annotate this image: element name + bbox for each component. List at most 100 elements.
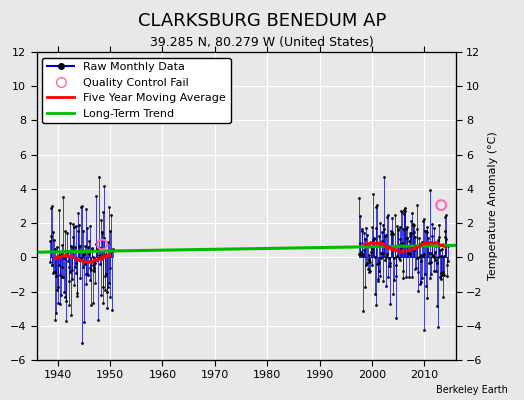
Point <box>89 300 97 306</box>
Point <box>426 186 434 193</box>
Point <box>80 251 88 258</box>
Point <box>68 244 76 250</box>
Point <box>439 269 447 276</box>
Point <box>429 268 438 274</box>
Point <box>49 229 57 236</box>
Point <box>416 240 424 247</box>
Point <box>423 229 431 236</box>
Point <box>407 218 416 224</box>
Point <box>107 306 116 313</box>
Point <box>403 224 411 231</box>
Point <box>365 252 373 258</box>
Point <box>429 253 437 260</box>
Point <box>444 258 452 264</box>
Point <box>93 246 101 252</box>
Point <box>82 280 91 287</box>
Point <box>424 250 433 256</box>
Point <box>57 242 66 248</box>
Point <box>378 250 387 256</box>
Point <box>355 194 364 201</box>
Point <box>68 276 77 282</box>
Point <box>359 230 368 236</box>
Point <box>55 252 63 258</box>
Point <box>422 295 431 301</box>
Point <box>380 226 388 233</box>
Point <box>86 265 94 271</box>
Point <box>434 222 443 228</box>
Point <box>70 264 79 270</box>
Point <box>437 202 445 208</box>
Point <box>419 218 427 224</box>
Point <box>396 236 404 242</box>
Point <box>94 252 103 258</box>
Point <box>406 251 414 257</box>
Point <box>93 256 102 263</box>
Point <box>373 202 381 208</box>
Point <box>57 250 65 257</box>
Point <box>416 251 424 258</box>
Point <box>429 252 438 258</box>
Point <box>358 308 367 314</box>
Point <box>107 212 115 218</box>
Point <box>374 233 383 240</box>
Point <box>421 271 430 278</box>
Point <box>384 274 392 280</box>
Point <box>78 339 86 346</box>
Point <box>379 174 388 180</box>
Point <box>413 226 421 232</box>
Point <box>83 244 92 250</box>
Point <box>389 290 397 297</box>
Point <box>427 271 435 277</box>
Point <box>108 248 116 254</box>
Point <box>366 248 375 255</box>
Point <box>53 244 61 250</box>
Point <box>52 287 61 294</box>
Point <box>398 240 406 246</box>
Point <box>364 240 372 247</box>
Point <box>90 265 99 272</box>
Point <box>64 258 72 264</box>
Point <box>364 269 373 276</box>
Point <box>395 241 403 248</box>
Point <box>400 205 409 212</box>
Point <box>95 174 103 180</box>
Point <box>76 242 84 249</box>
Point <box>372 302 380 309</box>
Point <box>372 204 380 210</box>
Point <box>367 244 375 250</box>
Point <box>385 260 394 266</box>
Point <box>377 238 386 244</box>
Point <box>65 302 73 309</box>
Point <box>377 254 385 261</box>
Point <box>49 236 58 243</box>
Point <box>68 267 76 273</box>
Point <box>355 251 363 257</box>
Point <box>387 231 395 237</box>
Point <box>88 246 96 252</box>
Point <box>392 262 401 268</box>
Point <box>106 228 114 234</box>
Point <box>63 230 71 236</box>
Point <box>92 248 101 255</box>
Point <box>409 222 418 228</box>
Point <box>101 272 110 279</box>
Point <box>417 258 425 264</box>
Point <box>70 224 78 230</box>
Point <box>56 300 64 307</box>
Point <box>96 292 105 298</box>
Point <box>96 244 104 251</box>
Point <box>72 260 81 266</box>
Point <box>442 212 451 219</box>
Point <box>103 289 112 295</box>
Point <box>403 235 411 242</box>
Point <box>395 256 403 263</box>
Point <box>385 255 393 262</box>
Point <box>102 251 110 257</box>
Point <box>398 209 406 216</box>
Point <box>443 242 452 249</box>
Point <box>368 246 377 252</box>
Point <box>359 252 367 258</box>
Point <box>398 275 407 282</box>
Point <box>428 221 436 228</box>
Point <box>100 183 108 189</box>
